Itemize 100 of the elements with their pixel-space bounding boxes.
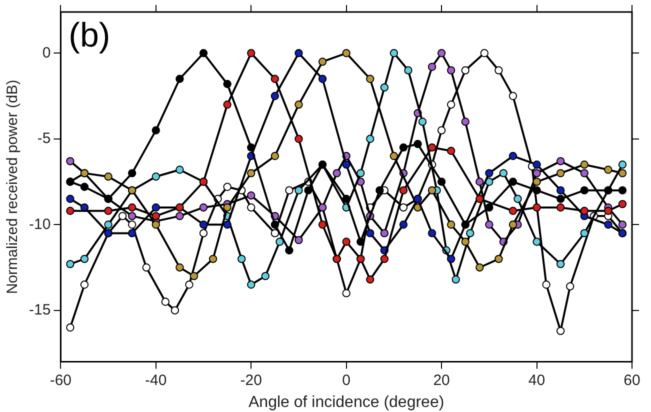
x-tick-label: -60 [50,372,72,389]
point [366,74,374,83]
point [142,263,150,272]
point [618,200,627,208]
point [199,49,208,58]
point [437,126,446,134]
point [399,143,408,152]
point [476,178,484,186]
point [476,263,484,272]
point [532,186,541,194]
point [104,206,112,216]
x-tick-label: -40 [145,372,167,389]
point [446,100,456,109]
point [508,152,518,160]
point [208,254,218,264]
point [404,66,412,74]
point [285,186,294,194]
point [223,203,232,212]
point [446,146,456,155]
point [152,203,160,212]
annotation: (b) [68,16,110,54]
point [399,186,408,194]
point [247,169,256,178]
x-tick-label: 40 [528,372,546,389]
point [66,206,74,216]
point [356,238,365,246]
point [542,280,550,289]
point [128,203,136,212]
point [446,66,456,74]
point [66,157,74,166]
point [128,229,136,238]
point [580,160,588,169]
point [380,83,389,92]
point [418,118,427,126]
point [318,74,327,83]
point [399,220,408,229]
point [532,238,541,246]
point [294,100,303,109]
y-tick-label: 0 [42,44,51,62]
point [414,140,422,148]
point [342,49,350,58]
point [223,220,232,229]
point [247,49,256,58]
point [318,58,327,66]
point [342,160,350,169]
point [366,229,374,238]
point [176,212,184,220]
point [294,134,303,143]
point [390,49,398,58]
x-axis-title: Angle of incidence (degree) [248,394,444,411]
point [185,280,194,289]
point [480,49,489,58]
point [580,206,588,216]
point [66,323,74,332]
point [294,186,303,194]
point [604,206,612,216]
point [556,260,565,268]
point [461,66,470,74]
point [556,186,565,194]
point [532,178,541,186]
point [342,194,350,204]
point [80,182,89,191]
point [247,191,256,200]
point [494,66,503,74]
point [566,282,574,290]
point [342,289,350,298]
point [461,238,470,246]
point [161,298,170,306]
point [508,92,518,100]
point [618,169,627,178]
point [190,272,198,280]
point [152,172,160,181]
y-tick-label: -5 [37,130,51,148]
point [223,80,232,88]
point [66,260,74,268]
point [261,272,270,280]
point [247,280,256,289]
point [366,275,374,284]
point [508,178,518,186]
point [270,220,280,229]
point [485,203,494,212]
point [556,326,565,336]
point [428,186,436,194]
point [390,152,398,160]
point [80,280,89,289]
point [238,254,246,264]
point [446,254,456,264]
point [276,238,284,246]
point [199,229,208,238]
point [446,220,456,229]
point [499,169,508,178]
point [270,229,280,238]
point [428,62,436,71]
point [80,254,89,264]
point [580,186,588,194]
point [366,134,374,143]
point [485,169,494,178]
point [294,49,303,58]
point [556,203,565,212]
point [170,306,180,314]
